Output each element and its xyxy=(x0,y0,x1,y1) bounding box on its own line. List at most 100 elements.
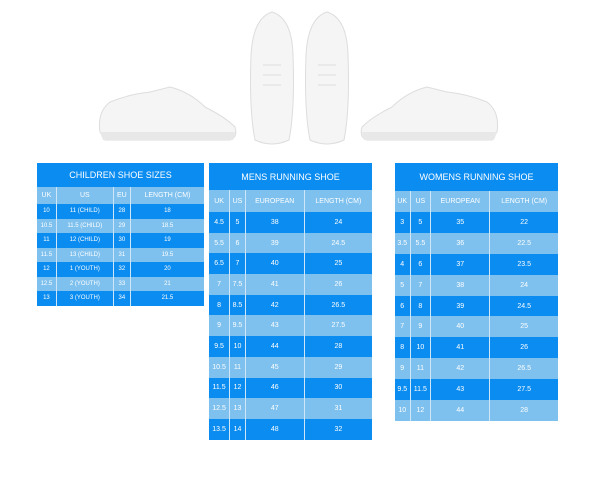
table-cell: 38 xyxy=(430,274,490,296)
table-cell: 26 xyxy=(303,274,372,295)
table-cell: 7 xyxy=(409,274,431,296)
table-cell: 7.5 xyxy=(229,274,246,295)
table-cell: 30 xyxy=(303,377,372,399)
table-cell: 21.5 xyxy=(129,291,204,306)
table-cell: 32 xyxy=(303,418,372,440)
shoe-side-view-right xyxy=(360,86,498,141)
column-header: LENGTH (CM) xyxy=(489,191,558,212)
table-title: CHILDREN SHOE SIZES xyxy=(37,163,204,187)
table-cell: 28 xyxy=(489,400,558,421)
table-row: 10 11 (CHILD) 28 18 xyxy=(37,204,204,219)
table-cell: 19 xyxy=(129,233,204,248)
table-cell: 11 xyxy=(229,356,246,378)
table-cell: 44 xyxy=(430,400,490,421)
table-row: 6.5 7 40 25 xyxy=(209,253,372,275)
column-header: US xyxy=(409,191,431,212)
table-cell: 38 xyxy=(244,212,305,233)
table-cell: 13 xyxy=(229,398,246,419)
table-row: 12.5 13 47 31 xyxy=(209,398,372,419)
table-cell: 25 xyxy=(489,316,558,338)
mens-size-table: MENS RUNNING SHOE UK US EUROPEAN LENGTH (CM)… xyxy=(209,163,372,440)
table-cell: 21 xyxy=(129,276,204,291)
table-cell: 41 xyxy=(430,337,490,359)
table-cell: 32 xyxy=(112,262,131,277)
table-cell: 9.5 xyxy=(209,336,230,357)
table-cell: 12 xyxy=(229,377,246,399)
table-row: 9 11 42 26.5 xyxy=(395,358,558,380)
table-cell: 5 xyxy=(395,274,410,296)
table-cell: 31 xyxy=(303,398,372,419)
table-title: WOMENS RUNNING SHOE xyxy=(395,163,558,191)
column-header: US xyxy=(55,187,114,204)
table-row: 3 5 35 22 xyxy=(395,212,558,233)
table-cell: 6.5 xyxy=(209,253,230,275)
table-row: 11.5 13 (CHILD) 31 19.5 xyxy=(37,247,204,262)
table-cell: 20 xyxy=(129,262,204,277)
table-cell: 9 xyxy=(395,358,410,380)
table-row: 13.5 14 48 32 xyxy=(209,418,372,440)
table-cell: 22 xyxy=(489,212,558,233)
table-cell: 24 xyxy=(489,274,558,296)
table-cell: 11.5 xyxy=(409,379,431,401)
table-cell: 42 xyxy=(244,294,305,316)
column-header: US xyxy=(229,190,246,212)
table-row: 3.5 5.5 36 22.5 xyxy=(395,232,558,254)
table-cell: 44 xyxy=(244,336,305,357)
table-cell: 37 xyxy=(430,253,490,275)
table-cell: 10 xyxy=(395,400,410,421)
table-cell: 6 xyxy=(409,253,431,275)
table-row: 12 1 (YOUTH) 32 20 xyxy=(37,262,204,277)
table-row: 7 9 40 25 xyxy=(395,316,558,338)
womens-size-table: WOMENS RUNNING SHOE UK US EUROPEAN LENGTH (C… xyxy=(395,163,558,421)
table-cell: 14 xyxy=(229,418,246,440)
table-cell: 40 xyxy=(244,253,305,275)
column-header: UK xyxy=(37,187,57,204)
table-cell: 13 xyxy=(37,291,57,306)
table-cell: 12.5 xyxy=(37,276,57,291)
table-cell: 5.5 xyxy=(209,232,230,254)
table-cell: 5.5 xyxy=(409,232,431,254)
table-cell: 11.5 (CHILD) xyxy=(55,218,114,233)
table-cell: 29 xyxy=(112,218,131,233)
table-cell: 11 (CHILD) xyxy=(55,204,114,219)
table-row: 9.5 10 44 28 xyxy=(209,336,372,357)
table-cell: 29 xyxy=(303,356,372,378)
table-cell: 28 xyxy=(303,336,372,357)
table-cell: 27.5 xyxy=(489,379,558,401)
table-cell: 34 xyxy=(112,291,131,306)
table-cell: 3.5 xyxy=(395,232,410,254)
column-header: LENGTH (CM) xyxy=(129,187,204,204)
table-cell: 13 (CHILD) xyxy=(55,247,114,262)
table-cell: 13.5 xyxy=(209,418,230,440)
table-cell: 10 xyxy=(229,336,246,357)
table-cell: 8 xyxy=(409,295,431,317)
table-cell: 46 xyxy=(244,377,305,399)
table-row: 5.5 6 39 24.5 xyxy=(209,232,372,254)
column-header: EUROPEAN xyxy=(430,191,490,212)
table-cell: 43 xyxy=(430,379,490,401)
table-cell: 42 xyxy=(430,358,490,380)
table-title: MENS RUNNING SHOE xyxy=(209,163,372,190)
table-row: 12.5 2 (YOUTH) 33 21 xyxy=(37,276,204,291)
table-cell: 22.5 xyxy=(489,232,558,254)
table-cell: 24 xyxy=(303,212,372,233)
column-header: EUROPEAN xyxy=(244,190,305,212)
table-cell: 45 xyxy=(244,356,305,378)
table-row: 13 3 (YOUTH) 34 21.5 xyxy=(37,291,204,306)
table-cell: 9 xyxy=(209,315,230,337)
table-cell: 1 (YOUTH) xyxy=(55,262,114,277)
table-cell: 10.5 xyxy=(209,356,230,378)
table-cell: 3 xyxy=(395,212,410,233)
table-cell: 27.5 xyxy=(303,315,372,337)
table-row: 11.5 12 46 30 xyxy=(209,377,372,399)
table-cell: 9 xyxy=(409,316,431,338)
table-cell: 12 (CHILD) xyxy=(55,233,114,248)
table-cell: 36 xyxy=(430,232,490,254)
table-cell: 12 xyxy=(37,262,57,277)
column-header: EU xyxy=(112,187,131,204)
table-cell: 31 xyxy=(112,247,131,262)
table-row: 4 6 37 23.5 xyxy=(395,253,558,275)
table-cell: 47 xyxy=(244,398,305,419)
table-row: 10.5 11.5 (CHILD) 29 18.5 xyxy=(37,218,204,233)
